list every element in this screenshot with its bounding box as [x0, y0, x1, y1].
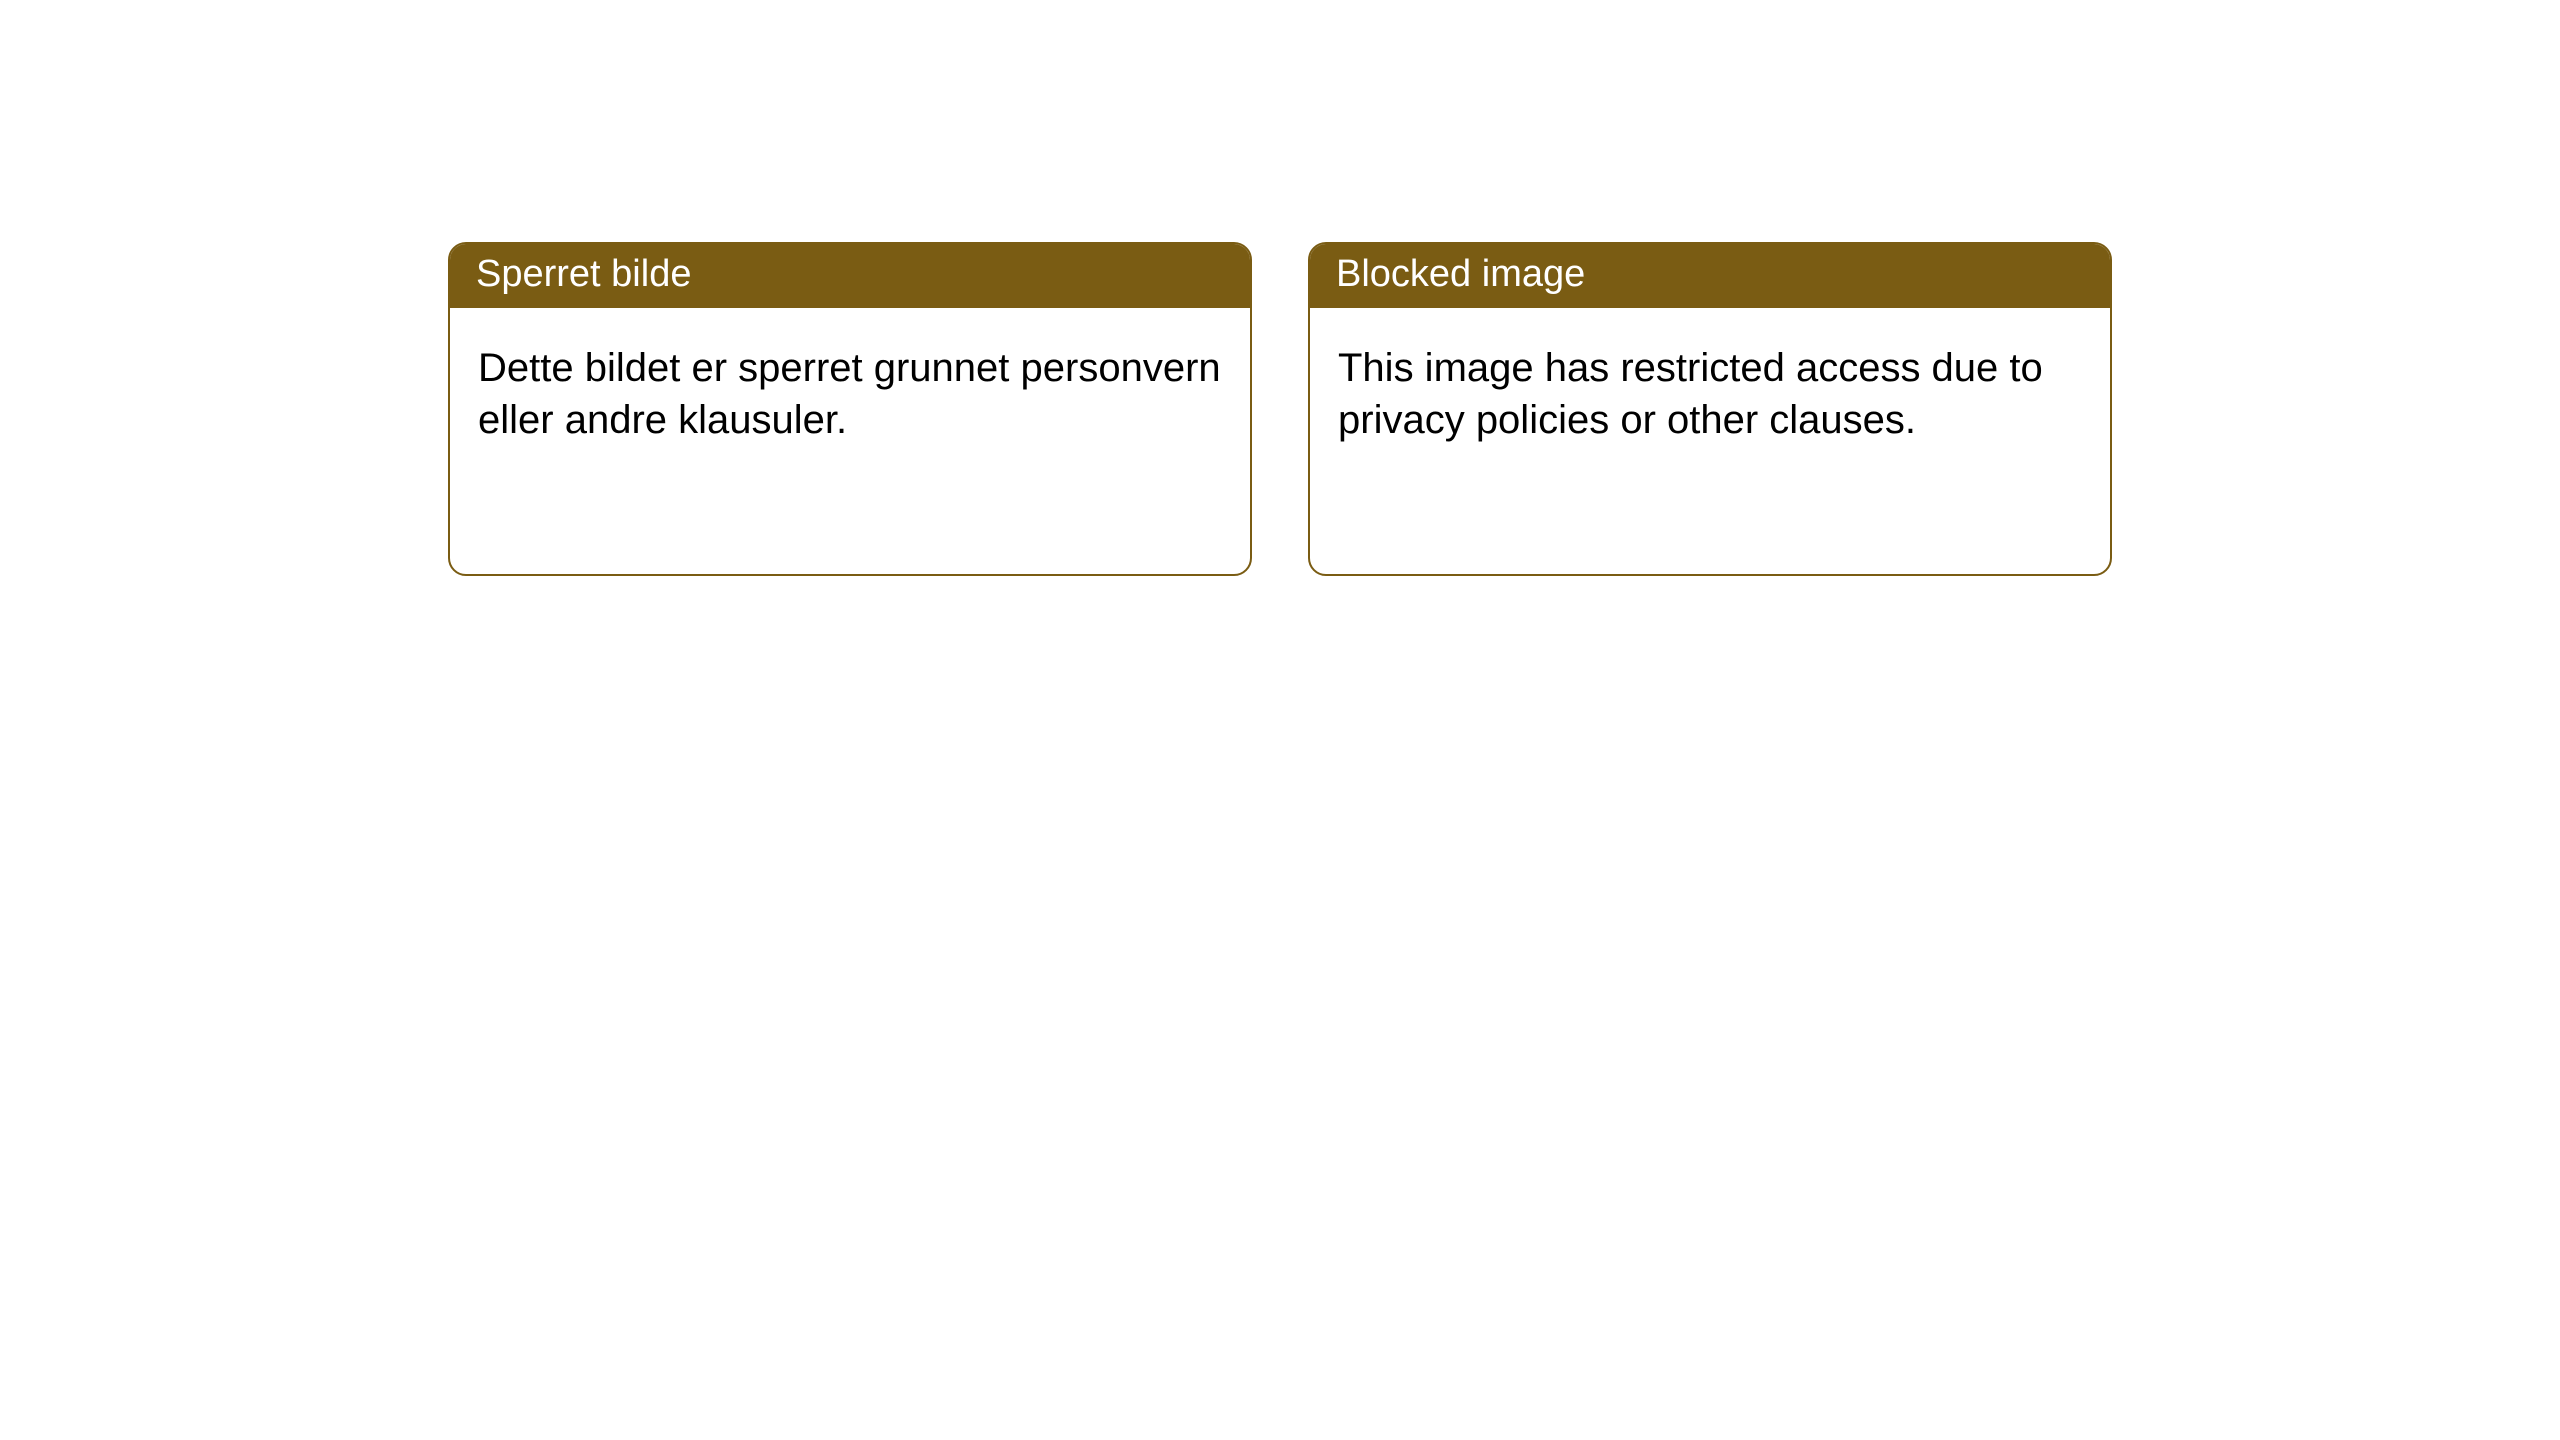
notice-card-norwegian: Sperret bilde Dette bildet er sperret gr…	[448, 242, 1252, 576]
notice-header: Sperret bilde	[450, 244, 1250, 308]
notice-body: This image has restricted access due to …	[1310, 308, 2110, 480]
notice-container: Sperret bilde Dette bildet er sperret gr…	[0, 0, 2560, 576]
notice-body: Dette bildet er sperret grunnet personve…	[450, 308, 1250, 480]
notice-header: Blocked image	[1310, 244, 2110, 308]
notice-card-english: Blocked image This image has restricted …	[1308, 242, 2112, 576]
